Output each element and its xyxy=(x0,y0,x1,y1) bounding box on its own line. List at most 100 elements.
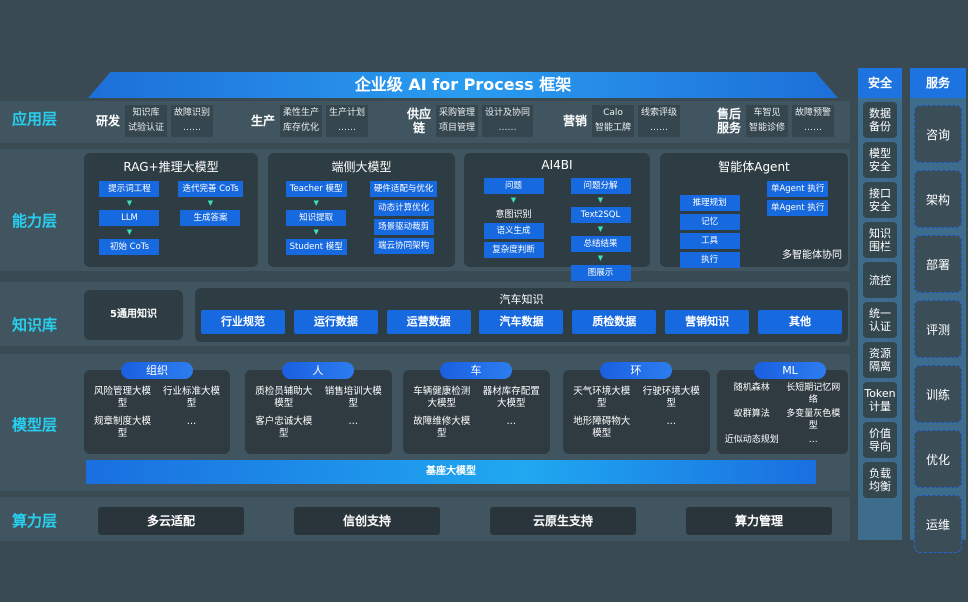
model-item: 近似动态规划 xyxy=(724,435,779,445)
security-column: 安全 数据备份 模型安全 接口安全 知识围栏 流控 统一认证 资源隔离 Token计量 价值导向… xyxy=(858,68,902,540)
app-group: 售后服务 车智见 智能诊修 故障预警…… xyxy=(716,105,835,137)
app-item: 故障预警 xyxy=(795,108,832,118)
step-box: 推理规划 xyxy=(679,195,740,211)
model-item: 风险管理大模型 xyxy=(93,386,151,409)
arrow-down-icon: ▼ xyxy=(597,196,604,204)
step-box: 动态计算优化 xyxy=(373,200,434,216)
step-box: Teacher 模型 xyxy=(285,181,347,197)
model-item: 蚁群算法 xyxy=(733,409,770,419)
step-box: 场景驱动裁剪 xyxy=(373,219,434,235)
capability-column: 提示词工程 ▼ LLM ▼ 初始 CoTs xyxy=(99,181,160,255)
app-item: 智能诊修 xyxy=(749,123,786,133)
step-box: 初始 CoTs xyxy=(99,239,160,255)
security-title: 安全 xyxy=(858,68,902,98)
capability-columns: Teacher 模型 ▼ 知识提取 ▼ Student 模型 硬件适配与优化 动态计算优化场… xyxy=(268,181,455,255)
knowledge-item: 其他 xyxy=(757,310,842,334)
app-item-column: 故障预警 …… xyxy=(792,105,835,137)
model-tab: 组织 xyxy=(121,362,193,379)
capability-layer-label: 能力层 xyxy=(12,212,58,230)
capability-caption: 多智能体协同 xyxy=(782,250,842,261)
step-box: 生成答案 xyxy=(180,210,241,226)
step-box: 语义生成 xyxy=(483,223,544,239)
service-item: 部署 xyxy=(914,235,962,293)
service-item: 架构 xyxy=(914,170,962,228)
capability-title: AI4BI xyxy=(541,158,573,172)
knowledge-item: 质检数据 xyxy=(572,310,657,334)
auto-knowledge-title: 汽车知识 xyxy=(499,293,544,306)
app-group: 营销 Calo 智能工牌 线索评级 …… xyxy=(562,105,681,137)
app-item-column: 车智见 智能诊修 xyxy=(746,105,789,137)
model-grid: 车辆健康检测大模型 器材库存配置大模型 故障维修大模型… xyxy=(403,370,550,444)
app-item: 采购管理 xyxy=(439,108,476,118)
capability-columns: 推理规划 记忆 工具 执行 单Agent 执行 单Agent 执行 xyxy=(660,181,848,268)
knowledge-item: 汽车数据 xyxy=(479,310,564,334)
security-item: 知识围栏 xyxy=(863,222,897,258)
capability-panel: 智能体Agent 推理规划 记忆 工具 执行 单Agent 执行 单Agent 执行 多智能体… xyxy=(660,153,848,268)
step-box: Student 模型 xyxy=(285,239,347,255)
model-panel: 风险管理大模型 行业标准大模型 规章制度大模型… xyxy=(84,370,230,454)
step-box: 单Agent 执行 xyxy=(766,200,829,216)
compute-item: 多云适配 xyxy=(98,507,244,535)
arrow-down-icon: ▼ xyxy=(126,228,133,236)
arrow-down-icon: ▼ xyxy=(510,196,517,204)
step-box: 提示词工程 xyxy=(99,181,160,197)
capability-panel: AI4BI 问题 ▼ 意图识别 语义生成 复杂度判断 问题分解 ▼ Text2SQL ▼ 总结结果 ▼… xyxy=(464,153,650,281)
app-item: …… xyxy=(804,123,823,133)
knowledge-item: 运营数据 xyxy=(386,310,471,334)
services-column: 服务 咨询 架构 部署 评测 训练 优化 运维 xyxy=(910,68,966,553)
app-item: 故障识别 xyxy=(174,108,211,118)
model-item: 行业标准大模型 xyxy=(162,386,220,409)
service-item: 运维 xyxy=(914,495,962,553)
framework-title: 企业级 AI for Process 框架 xyxy=(88,72,838,98)
security-item: 模型安全 xyxy=(863,142,897,178)
arrow-down-icon: ▼ xyxy=(207,199,214,207)
step-box: 单Agent 执行 xyxy=(766,181,829,197)
app-group-label: 生产 xyxy=(250,114,275,128)
step-box: 问题 xyxy=(483,178,544,194)
app-item: 车智见 xyxy=(753,108,781,118)
app-item: …… xyxy=(498,123,517,133)
model-item: 地形障碍物大模型 xyxy=(573,416,631,439)
model-item: 多变量灰色模型 xyxy=(786,409,841,431)
knowledge-item: 行业规范 xyxy=(201,310,285,334)
app-item-column: 柔性生产 库存优化 xyxy=(280,105,323,137)
arrow-down-icon: ▼ xyxy=(313,228,319,236)
knowledge-item: 运行数据 xyxy=(293,310,378,334)
model-tab: 环 xyxy=(600,362,672,379)
app-item: …… xyxy=(338,123,357,133)
model-item: 客户忠诚大模型 xyxy=(255,416,313,439)
app-item: 线索评级 xyxy=(641,108,678,118)
app-item: 设计及协同 xyxy=(485,108,531,118)
app-item-column: 线索评级 …… xyxy=(638,105,681,137)
step-box: 工具 xyxy=(679,233,740,249)
step-box: 图展示 xyxy=(570,265,631,281)
app-group-label: 售后服务 xyxy=(716,107,741,135)
knowledge-item: 营销知识 xyxy=(665,310,750,334)
model-grid: 质检员辅助大模型 销售培训大模型 客户忠诚大模型… xyxy=(245,370,392,444)
capability-title: RAG+推理大模型 xyxy=(123,160,219,174)
security-item: 价值导向 xyxy=(863,422,897,458)
compute-item: 云原生支持 xyxy=(490,507,636,535)
capability-column: 推理规划 记忆 工具 执行 xyxy=(679,195,740,268)
app-group-label: 供应链 xyxy=(406,107,431,135)
security-item: Token计量 xyxy=(863,382,897,418)
capability-title: 端侧大模型 xyxy=(331,160,392,174)
step-label: 意图识别 xyxy=(495,210,532,220)
app-item: 知识库 xyxy=(132,108,160,118)
arrow-down-icon: ▼ xyxy=(597,254,604,262)
model-item: … xyxy=(666,416,677,427)
base-model-bar: 基座大模型 xyxy=(86,460,816,484)
capability-column: 硬件适配与优化 动态计算优化 场景驱动裁剪 端云协同架构 xyxy=(369,181,438,255)
compute-item: 信创支持 xyxy=(294,507,440,535)
auto-knowledge-panel: 汽车知识 行业规范 运行数据 运营数据 汽车数据 质检数据 营销知识 其他 xyxy=(195,288,848,342)
model-item: 故障维修大模型 xyxy=(413,416,471,439)
model-item: 器材库存配置大模型 xyxy=(482,386,540,409)
model-item: … xyxy=(506,416,517,427)
app-group: 研发 知识库 试验认证 故障识别…… xyxy=(95,105,214,137)
app-item-column: 设计及协同 …… xyxy=(482,105,534,137)
model-item: … xyxy=(186,416,197,427)
model-panel: 随机森林 长短期记忆网络 蚁群算法 多变量灰色模型 近似动态规划… xyxy=(717,370,848,454)
model-panel: 质检员辅助大模型 销售培训大模型 客户忠诚大模型… xyxy=(245,370,392,454)
model-item: 销售培训大模型 xyxy=(324,386,382,409)
security-item: 统一认证 xyxy=(863,302,897,338)
